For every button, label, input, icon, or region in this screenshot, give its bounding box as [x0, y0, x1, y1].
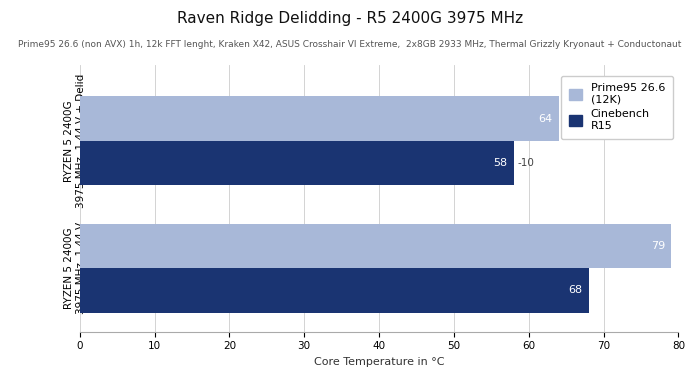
Bar — [80, 268, 589, 312]
Legend: Prime95 26.6
(12K), Cinebench
R15: Prime95 26.6 (12K), Cinebench R15 — [561, 76, 673, 139]
Text: 68: 68 — [568, 285, 582, 295]
X-axis label: Core Temperature in °C: Core Temperature in °C — [314, 357, 444, 367]
Bar — [80, 141, 514, 186]
Bar — [80, 223, 671, 268]
Text: Raven Ridge Delidding - R5 2400G 3975 MHz: Raven Ridge Delidding - R5 2400G 3975 MH… — [177, 11, 523, 26]
Text: -15: -15 — [562, 114, 580, 124]
Text: -10: -10 — [517, 158, 534, 168]
Text: Prime95 26.6 (non AVX) 1h, 12k FFT lenght, Kraken X42, ASUS Crosshair VI Extreme: Prime95 26.6 (non AVX) 1h, 12k FFT lengh… — [18, 40, 682, 49]
Text: 64: 64 — [538, 114, 553, 124]
Text: 58: 58 — [494, 158, 508, 168]
Text: 79: 79 — [651, 241, 665, 251]
Bar — [80, 96, 559, 141]
